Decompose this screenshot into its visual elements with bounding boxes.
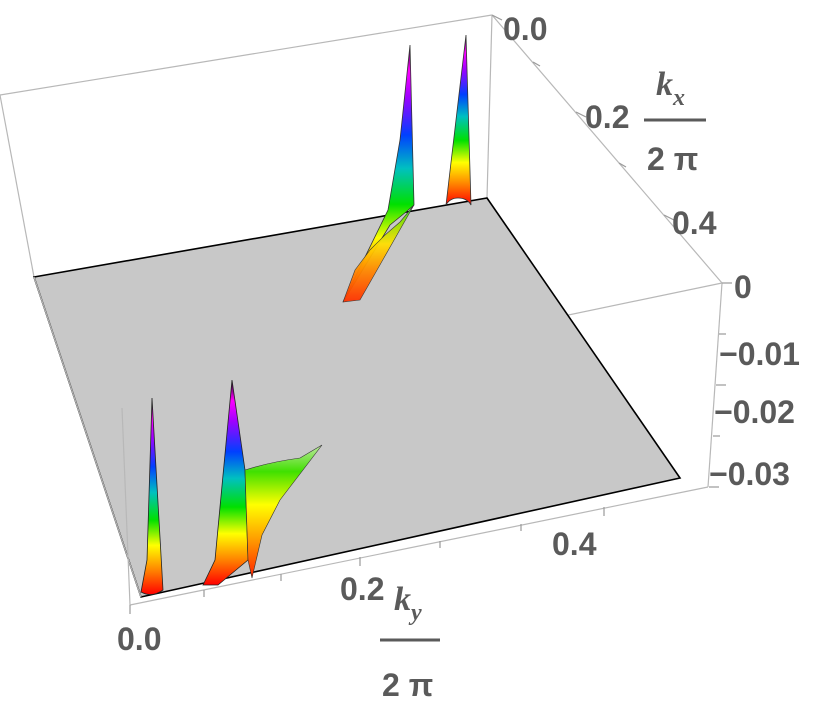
- z-tick-2: −0.02: [714, 394, 795, 430]
- svg-text:kx: kx: [656, 66, 685, 111]
- bounding-box-front: [33, 276, 723, 606]
- sheet-feature-near: [244, 444, 323, 579]
- kx-axis-label-denominator: 2 π: [647, 141, 698, 177]
- axis-tick-marks: [129, 14, 732, 614]
- ky-axis-label: ky 2 π: [380, 581, 440, 703]
- surface-features: [140, 34, 472, 595]
- sheet-feature-far: [342, 204, 415, 303]
- kx-tick-1: 0.2: [585, 99, 629, 135]
- spike-feature-far-2: [445, 34, 472, 206]
- z-tick-0: 0: [734, 269, 752, 305]
- ky-tick-1: 0.2: [340, 571, 384, 607]
- ky-tick-2: 0.4: [552, 526, 597, 562]
- kx-tick-0: 0.0: [503, 11, 547, 47]
- ky-tick-0: 0.0: [117, 621, 161, 657]
- z-tick-3: −0.03: [709, 456, 790, 492]
- spike-feature-near-1: [140, 397, 164, 595]
- spike-feature-far-1: [342, 44, 415, 303]
- kx-axis-label: kx 2 π: [644, 66, 706, 177]
- svg-text:ky: ky: [394, 581, 422, 626]
- z-tick-1: −0.01: [719, 336, 800, 372]
- kx-axis-label-subscript: x: [672, 85, 685, 111]
- kx-tick-2: 0.4: [672, 205, 717, 241]
- ky-axis-label-subscript: y: [408, 600, 422, 626]
- ky-axis-label-denominator: 2 π: [382, 667, 433, 703]
